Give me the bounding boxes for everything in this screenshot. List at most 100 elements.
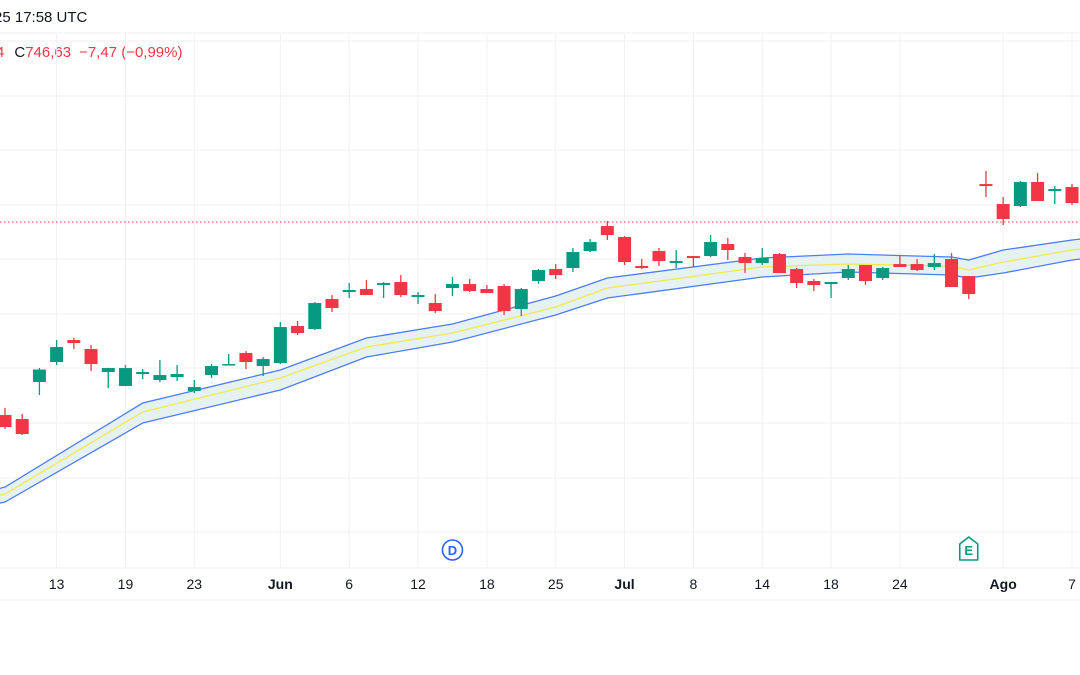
x-tick-label: Jul [614, 576, 635, 592]
candle [325, 295, 339, 313]
candle [532, 269, 545, 285]
candle [876, 267, 890, 281]
candle [1065, 184, 1079, 206]
candle-body [635, 266, 649, 269]
candle [755, 248, 769, 266]
candle [359, 280, 373, 296]
candle-body [1065, 187, 1079, 204]
candle-body [790, 269, 804, 284]
candle-body [566, 252, 580, 269]
candle [566, 248, 580, 273]
candle [927, 254, 941, 271]
event-marker-label: E [964, 543, 973, 558]
candle-body [669, 261, 683, 264]
candle [738, 253, 752, 274]
ohlc-legend: 4 C746,63 −7,47 (−0,99%) [0, 44, 182, 61]
lower-band-line [0, 258, 1080, 504]
candle-body [618, 237, 632, 263]
x-tick-label: 23 [186, 576, 203, 592]
candle-body [824, 282, 838, 285]
candle [790, 268, 804, 289]
candle [273, 322, 287, 365]
candle-body [1031, 182, 1045, 202]
candle [772, 253, 786, 274]
candle [721, 238, 735, 261]
candle-body [187, 387, 201, 392]
earnings-tag-icon[interactable]: E [958, 536, 979, 561]
candle [841, 265, 855, 281]
dividend-circle-icon[interactable]: D [441, 539, 464, 561]
candle [1013, 181, 1027, 208]
x-tick-label: Jun [267, 576, 293, 592]
candle-body [136, 372, 150, 375]
candle [377, 282, 391, 299]
candle-body [858, 265, 872, 282]
candle [463, 279, 477, 293]
candle [222, 354, 236, 366]
x-tick-label: 8 [689, 576, 698, 592]
candle [15, 414, 29, 436]
candle-body [807, 281, 821, 286]
ohlc-cut-value: 4 [0, 44, 5, 61]
candle [445, 277, 459, 297]
x-tick-label: 18 [479, 576, 495, 592]
candle-body [841, 269, 855, 279]
candle-body [50, 347, 64, 363]
candle [187, 380, 201, 394]
candle-body [927, 263, 941, 268]
candle-body [205, 366, 219, 376]
candle-body [15, 419, 29, 435]
candle [704, 235, 718, 258]
x-tick-label: Ago [989, 576, 1017, 592]
candle-body [514, 289, 528, 310]
candle [1031, 173, 1045, 202]
candle-body [308, 303, 322, 330]
candle [205, 364, 219, 379]
candle-body [738, 257, 752, 264]
candle-body [996, 204, 1010, 220]
candle [583, 239, 597, 253]
candle-body [1048, 189, 1062, 192]
upper-band-line [0, 238, 1080, 490]
candle [84, 345, 98, 372]
candles [0, 171, 1079, 436]
candle [600, 221, 614, 241]
candle-body [153, 375, 167, 381]
candle-body [721, 244, 735, 251]
change-value: −7,47 (−0,99%) [79, 44, 183, 61]
candle-body [704, 242, 718, 257]
candle-body [118, 368, 132, 387]
x-tick-label: 19 [117, 576, 134, 592]
candle-body [876, 268, 890, 279]
candle [893, 255, 907, 268]
candle-body [445, 284, 459, 289]
candle-body [291, 326, 305, 334]
candle-body [256, 359, 270, 367]
candle [824, 282, 838, 299]
candle [101, 367, 115, 389]
candle-body [428, 303, 442, 312]
event-marker-label: D [448, 543, 457, 558]
candle-body [342, 290, 356, 293]
candle [996, 197, 1010, 226]
candle-body [652, 251, 666, 262]
middle-band-line [0, 248, 1080, 497]
candle [50, 340, 64, 366]
x-tick-label: 18 [823, 576, 839, 592]
candle-body [497, 286, 511, 312]
candle-body [0, 415, 12, 428]
candle [497, 284, 511, 316]
marker-shape [958, 536, 979, 561]
candle [239, 351, 253, 370]
band-fill [0, 239, 1080, 504]
header-timestamp: 25 17:58 UTC [0, 9, 88, 26]
candle-body [411, 295, 425, 298]
candle [652, 248, 666, 267]
candle-body [325, 299, 339, 309]
candle [67, 338, 81, 350]
candle-body [772, 254, 786, 274]
candle-body [979, 184, 993, 187]
candle-body [222, 364, 236, 366]
